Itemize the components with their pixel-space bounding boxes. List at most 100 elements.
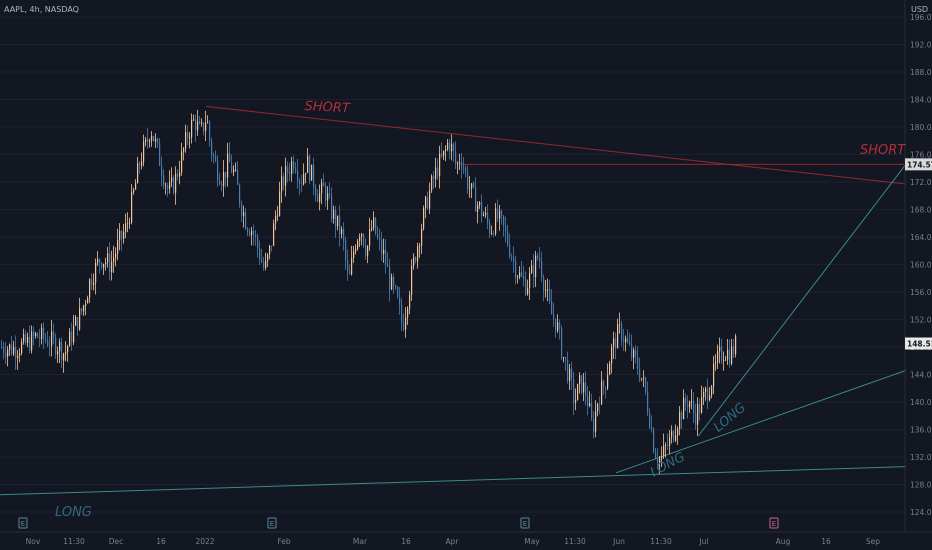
candle-body [109,253,111,273]
candle-body [327,193,329,201]
candle-body [89,279,91,298]
candle-body [91,279,93,285]
candle-body [669,437,671,446]
candle-body [73,325,75,343]
candle-body [201,122,203,124]
earnings-marker[interactable] [18,517,28,529]
candle-body [579,375,581,384]
candle-body [589,403,591,407]
candle-body [671,431,673,438]
candle-body [535,255,537,278]
candle-body [611,347,613,364]
short-annotation[interactable]: SHORT [304,99,351,117]
candle-body [191,119,193,137]
candle-body [725,359,727,361]
candle-body [319,193,321,202]
candle-body [713,363,715,387]
candle-body [227,153,229,178]
candle-body [213,155,215,157]
candle-body [613,338,615,348]
trendlines[interactable] [0,105,907,496]
candle-body [341,228,343,235]
candle-body [85,303,87,306]
candle-body [375,217,377,234]
candle-body [607,374,609,389]
candle-body [275,215,277,224]
candle-body [509,244,511,257]
candle-body [557,322,559,331]
candle-body [431,176,433,191]
time-axis[interactable]: Nov 11:30 Dec 16 2022 Feb Mar 16 Apr May 11:30 Jun 1… [0,531,932,546]
long-trendline[interactable] [615,369,907,474]
candle-body [419,245,421,247]
candle-body [529,273,531,289]
candle-body [83,305,85,312]
candle-body [483,214,485,216]
candle-body [735,336,737,355]
candle-body [403,322,405,330]
candle-body [271,245,273,247]
candle-body [107,253,109,263]
price-axis[interactable]: 196.00 192.00 188.00 184.00 180.00 176.00 172.… [904,0,932,532]
candle-body [41,327,43,339]
candle-body [361,234,363,237]
candle-body [95,262,97,283]
candle-body [717,351,719,363]
y-tick-label: 184.00 [910,96,932,105]
earnings-marker[interactable] [769,517,779,529]
candle-body [411,265,413,295]
candle-body [709,395,711,401]
candle-body [139,163,141,166]
candle-body [423,208,425,229]
candle-body [323,182,325,187]
long-annotation[interactable]: LONG [55,505,92,520]
short-trendline[interactable] [205,105,907,185]
candle-body [49,345,51,347]
candle-body [13,346,15,354]
earnings-marker[interactable] [520,517,530,529]
candle-body [155,138,157,142]
candle-body [167,185,169,190]
candle-body [269,245,271,255]
candle-body [621,323,623,340]
long-trendline[interactable] [0,466,907,496]
grid [0,16,904,513]
candle-body [183,148,185,152]
candle-body [249,232,251,236]
candle-body [633,350,635,358]
candle-body [537,255,539,258]
candle-body [637,356,639,369]
candle-body [727,349,729,360]
candle-body [609,363,611,375]
candle-body [485,212,487,215]
short-annotation-right[interactable]: SHORT [860,143,906,158]
candle-body [303,173,305,185]
earnings-marker-label: E [270,520,274,528]
candle-body [39,337,41,339]
earnings-marker[interactable] [267,517,277,529]
candle-body [321,182,323,194]
candle-body [257,236,259,249]
price-label-box [905,337,932,350]
long-trendline[interactable] [697,163,907,437]
x-tick-label: Sep [866,537,880,546]
candle-body [429,190,431,209]
candle-body [229,153,231,163]
candle-body [47,340,49,346]
candle-body [627,338,629,343]
x-tick-label: 16 [821,537,831,546]
candle-body [623,339,625,342]
y-tick-label: 132.00 [910,453,932,462]
candle-body [187,132,189,139]
candle-body [435,167,437,179]
candle-body [571,368,573,380]
candle-body [333,209,335,219]
x-tick-label: Jun [612,537,625,546]
candle-body [297,170,299,181]
candle-body [539,257,541,261]
candle-body [569,368,571,382]
candle-body [517,276,519,278]
candle-body [137,163,139,184]
